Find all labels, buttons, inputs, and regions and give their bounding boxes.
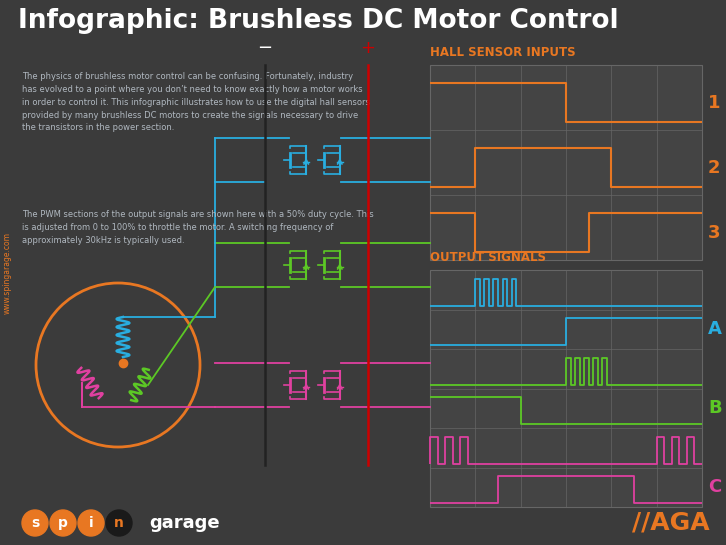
Text: www.spingarage.com: www.spingarage.com	[2, 232, 12, 314]
Text: B: B	[708, 399, 722, 417]
Text: n: n	[114, 516, 124, 530]
Text: i: i	[89, 516, 94, 530]
Text: 2: 2	[708, 159, 720, 177]
Text: HALL SENSOR INPUTS: HALL SENSOR INPUTS	[430, 46, 576, 59]
Text: 3: 3	[708, 223, 720, 241]
Text: −: −	[258, 39, 272, 57]
Text: C: C	[708, 479, 721, 496]
Text: +: +	[361, 39, 375, 57]
Text: //AGA: //AGA	[632, 511, 710, 535]
Text: garage: garage	[149, 514, 220, 532]
Text: Infographic: Brushless DC Motor Control: Infographic: Brushless DC Motor Control	[18, 8, 619, 34]
Text: The physics of brushless motor control can be confusing. Fortunately, industry
h: The physics of brushless motor control c…	[22, 72, 370, 132]
Text: s: s	[31, 516, 39, 530]
Text: 1: 1	[708, 94, 720, 112]
Bar	[430, 270, 702, 507]
Circle shape	[22, 510, 48, 536]
Circle shape	[106, 510, 132, 536]
Circle shape	[78, 510, 104, 536]
Text: A: A	[708, 320, 722, 338]
Text: The PWM sections of the output signals are shown here with a 50% duty cycle. Thi: The PWM sections of the output signals a…	[22, 210, 374, 245]
Circle shape	[50, 510, 76, 536]
Text: p: p	[58, 516, 68, 530]
Text: OUTPUT SIGNALS: OUTPUT SIGNALS	[430, 251, 546, 264]
Bar	[430, 65, 702, 260]
